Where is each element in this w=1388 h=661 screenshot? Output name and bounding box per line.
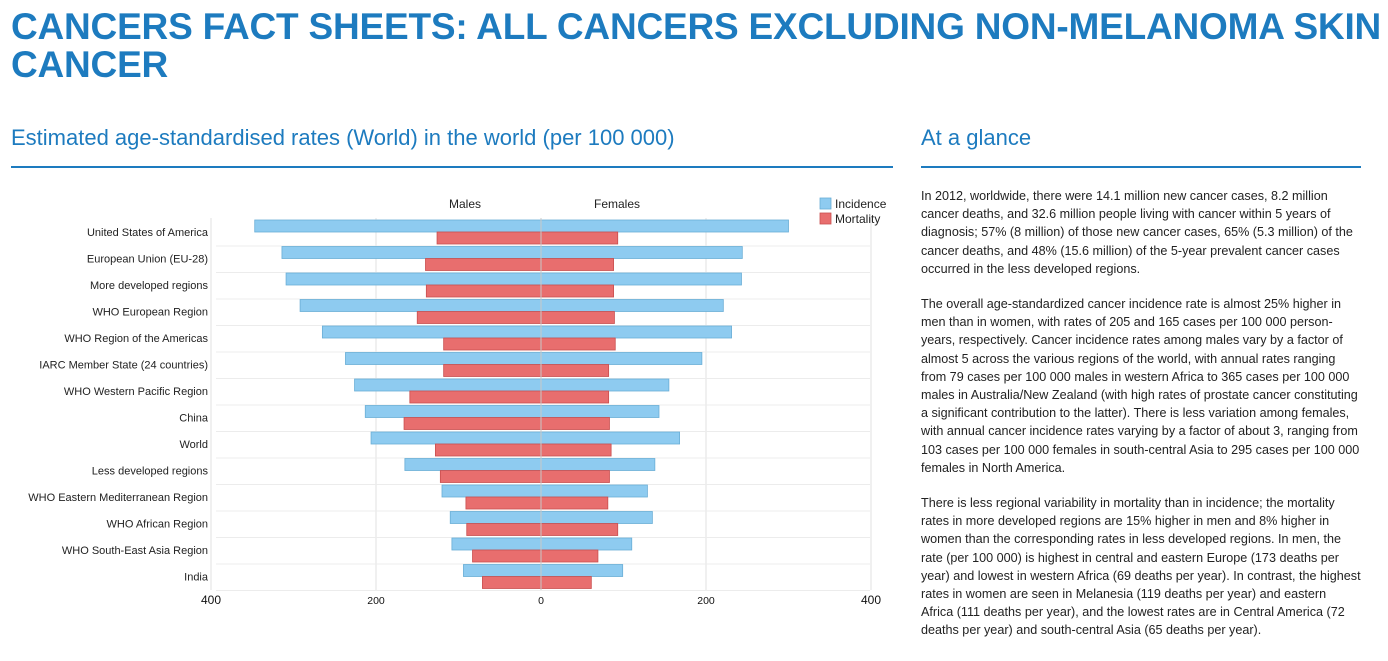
- bar-incidence-females: [540, 272, 742, 286]
- chart-section-divider: [11, 166, 893, 168]
- x-tick-label: 0: [538, 595, 544, 607]
- bar-incidence-females: [540, 458, 656, 471]
- bar-mortality-females: [540, 231, 619, 245]
- bar-incidence-females: [540, 352, 703, 365]
- bar-mortality-males: [482, 576, 542, 589]
- x-tick-label: 400: [861, 593, 881, 607]
- bar-incidence-males: [441, 484, 542, 498]
- bar-mortality-females: [540, 496, 609, 510]
- bar-incidence-males: [254, 219, 542, 233]
- bar-incidence-females: [540, 405, 660, 418]
- bar-incidence-females: [540, 299, 724, 312]
- bar-mortality-males: [443, 364, 542, 377]
- bar-mortality-males: [436, 231, 542, 245]
- bar-incidence-males: [364, 405, 542, 418]
- category-label: More developed regions: [90, 280, 209, 292]
- incidence-mortality-chart: Males Females United States of America Euro…: [28, 197, 887, 607]
- bar-incidence-females: [540, 246, 743, 259]
- glance-paragraph: The overall age-standardized cancer inci…: [921, 297, 1360, 475]
- bar-incidence-males: [321, 325, 542, 339]
- bar-mortality-males: [409, 390, 542, 404]
- bar-mortality-females: [540, 576, 592, 589]
- chart-section-title: Estimated age-standardised rates (World)…: [11, 125, 675, 150]
- bar-mortality-males: [465, 496, 542, 510]
- bar-incidence-females: [540, 378, 670, 392]
- bar-mortality-males: [416, 311, 542, 324]
- glance-paragraph: In 2012, worldwide, there were 14.1 mill…: [921, 189, 1353, 276]
- bar-incidence-females: [540, 219, 789, 233]
- category-label: WHO Western Pacific Region: [64, 386, 208, 398]
- bar-incidence-males: [281, 246, 542, 259]
- glance-paragraph: There is less regional variability in mo…: [921, 496, 1361, 638]
- bar-mortality-males: [425, 284, 542, 298]
- category-label: WHO South-East Asia Region: [62, 545, 208, 557]
- bar-incidence-females: [540, 431, 681, 445]
- bar-mortality-females: [540, 258, 614, 271]
- bar-mortality-females: [540, 470, 610, 483]
- bar-mortality-females: [540, 337, 616, 351]
- bar-mortality-females: [540, 549, 599, 563]
- bar-mortality-females: [540, 311, 615, 324]
- bar-incidence-females: [540, 564, 624, 577]
- bar-mortality-males: [403, 417, 542, 430]
- category-label: WHO African Region: [107, 519, 208, 531]
- category-label: WHO European Region: [92, 307, 208, 319]
- bar-mortality-females: [540, 417, 610, 430]
- panel-label-males: Males: [449, 197, 481, 211]
- page-title: CANCERS FACT SHEETS: ALL CANCERS EXCLUDI…: [11, 6, 1382, 85]
- bar-mortality-males: [466, 523, 542, 536]
- bar-incidence-males: [451, 537, 542, 551]
- x-tick-label: 400: [201, 593, 221, 607]
- bar-mortality-females: [540, 284, 614, 298]
- legend-label-mortality: Mortality: [835, 212, 880, 226]
- category-label: United States of America: [87, 227, 209, 239]
- glance-text: In 2012, worldwide, there were 14.1 mill…: [921, 187, 1361, 657]
- legend-swatch-mortality: [819, 212, 832, 225]
- bar-incidence-females: [540, 537, 633, 551]
- bar-incidence-males: [449, 511, 542, 524]
- bar-mortality-females: [540, 364, 610, 377]
- panel-label-females: Females: [594, 197, 640, 211]
- bar-mortality-males: [472, 549, 542, 563]
- x-tick-label: 200: [367, 595, 385, 607]
- bar-incidence-males: [345, 352, 542, 365]
- bar-incidence-females: [540, 325, 732, 339]
- category-label: WHO Region of the Americas: [64, 333, 208, 345]
- category-label: China: [179, 413, 209, 425]
- glance-section-title: At a glance: [921, 125, 1032, 150]
- bar-mortality-males: [443, 337, 542, 351]
- bar-incidence-males: [370, 431, 542, 445]
- bar-incidence-males: [404, 458, 542, 471]
- bar-incidence-males: [299, 299, 542, 312]
- bar-mortality-females: [540, 443, 612, 457]
- bar-mortality-females: [540, 390, 610, 404]
- bar-mortality-males: [434, 443, 542, 457]
- glance-section-divider: [921, 166, 1361, 168]
- category-label: IARC Member State (24 countries): [39, 360, 208, 372]
- category-label: Less developed regions: [92, 466, 209, 478]
- bar-incidence-males: [285, 272, 542, 286]
- x-tick-label: 200: [697, 595, 715, 607]
- legend-label-incidence: Incidence: [835, 197, 887, 211]
- bar-mortality-females: [540, 523, 619, 536]
- category-label: India: [184, 572, 209, 584]
- legend-swatch-incidence: [819, 197, 832, 210]
- bar-mortality-males: [439, 470, 542, 483]
- category-label: World: [179, 439, 208, 451]
- bar-incidence-males: [463, 564, 542, 577]
- category-label: WHO Eastern Mediterranean Region: [28, 492, 208, 504]
- bar-incidence-males: [354, 378, 542, 392]
- bar-incidence-females: [540, 511, 653, 524]
- bar-incidence-females: [540, 484, 648, 498]
- category-label: European Union (EU-28): [87, 254, 208, 266]
- bar-mortality-males: [425, 258, 542, 271]
